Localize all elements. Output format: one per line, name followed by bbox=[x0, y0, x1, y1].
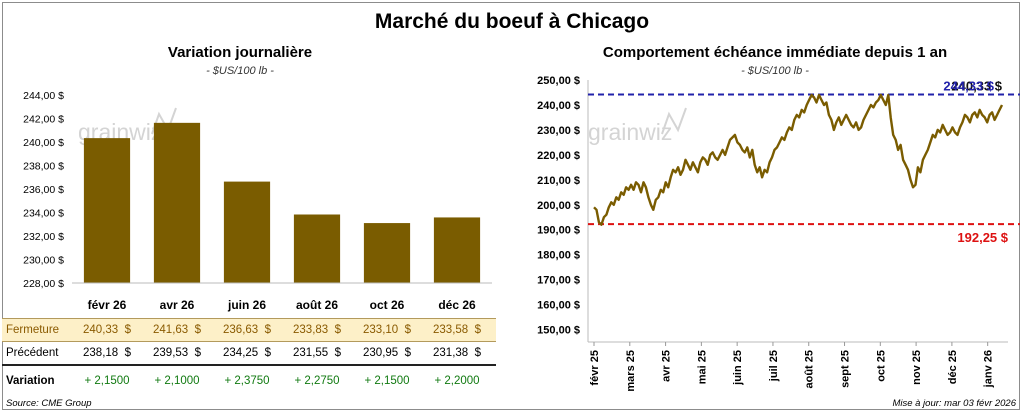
y-tick-label: 220,00 $ bbox=[537, 150, 580, 162]
x-tick-label: mai 25 bbox=[696, 350, 708, 384]
watermark-text: grainwiz bbox=[588, 119, 672, 145]
line-chart-subtitle: - $US/100 lb - bbox=[741, 65, 809, 77]
x-tick-label: déc 25 bbox=[947, 350, 959, 384]
y-tick-label: 230,00 $ bbox=[23, 255, 64, 267]
y-tick-label: 190,00 $ bbox=[537, 225, 580, 237]
row-label-variation: Variation bbox=[6, 375, 55, 387]
x-category-label: déc 26 bbox=[438, 298, 476, 312]
row-label-close: Fermeture bbox=[6, 324, 60, 336]
table-cell: 240,33 $ bbox=[83, 324, 131, 336]
y-tick-label: 244,00 $ bbox=[23, 90, 64, 102]
row-label-previous: Précédent bbox=[6, 347, 59, 359]
table-cell: 231,55 $ bbox=[293, 347, 341, 359]
y-tick-label: 150,00 $ bbox=[537, 325, 580, 337]
table-cell: + 2,1000 bbox=[154, 375, 200, 387]
x-tick-label: oct 25 bbox=[875, 350, 887, 382]
series-line bbox=[593, 93, 1004, 226]
watermark-logo: grainwiz bbox=[588, 107, 687, 145]
y-tick-label: 240,00 $ bbox=[537, 100, 580, 112]
y-tick-label: 236,00 $ bbox=[23, 184, 64, 196]
page-title: Marché du boeuf à Chicago bbox=[374, 10, 650, 33]
y-tick-label: 242,00 $ bbox=[23, 114, 64, 126]
y-tick-label: 232,00 $ bbox=[23, 231, 64, 243]
y-tick-label: 238,00 $ bbox=[23, 161, 64, 173]
table-cell: 236,63 $ bbox=[223, 324, 271, 336]
table-cell: + 2,1500 bbox=[364, 375, 410, 387]
bar-0 bbox=[83, 138, 131, 283]
x-category-label: oct 26 bbox=[370, 298, 405, 312]
y-tick-label: 230,00 $ bbox=[537, 125, 580, 137]
bar-chart-title: Variation journalière bbox=[167, 44, 313, 61]
x-tick-label: août 25 bbox=[804, 350, 816, 389]
y-tick-label: 240,00 $ bbox=[23, 137, 64, 149]
x-category-label: févr 26 bbox=[88, 298, 127, 312]
table-cell: 230,95 $ bbox=[363, 347, 411, 359]
update-note: Mise à jour: mar 03 févr 2026 bbox=[892, 398, 1016, 409]
x-tick-label: sept 25 bbox=[840, 350, 852, 388]
table-row-previous: Précédent 238,18 $ 239,53 $ 234,25 $ 231,55… bbox=[2, 342, 496, 366]
table-cell: 241,63 $ bbox=[153, 324, 201, 336]
x-category-label: août 26 bbox=[296, 298, 338, 312]
table-cell: 239,53 $ bbox=[153, 347, 201, 359]
low-value-label: 192,25 $ bbox=[957, 230, 1008, 245]
bar-2 bbox=[223, 181, 271, 283]
table-cell: 231,38 $ bbox=[433, 347, 481, 359]
table-cell: + 2,3750 bbox=[224, 375, 270, 387]
table-cell: 233,10 $ bbox=[363, 324, 411, 336]
x-tick-label: janv 26 bbox=[983, 350, 995, 388]
table-cell: 233,83 $ bbox=[293, 324, 341, 336]
y-tick-label: 228,00 $ bbox=[23, 278, 64, 290]
current-value-label: 240,33 $ bbox=[951, 78, 1002, 93]
x-tick-label: avr 25 bbox=[661, 350, 673, 382]
x-tick-label: juil 25 bbox=[768, 350, 780, 382]
x-tick-label: juin 25 bbox=[732, 350, 744, 386]
table-row-close: Fermeture 240,33 $ 241,63 $ 236,63 $ 233,83… bbox=[2, 318, 496, 342]
bar-5 bbox=[433, 217, 481, 283]
x-tick-label: mars 25 bbox=[625, 350, 637, 392]
bar-3 bbox=[293, 214, 341, 283]
chart-frame bbox=[2, 2, 1020, 410]
y-tick-label: 250,00 $ bbox=[537, 75, 580, 87]
table-cell: + 2,1500 bbox=[84, 375, 130, 387]
bar-4 bbox=[363, 223, 411, 283]
source-note: Source: CME Group bbox=[6, 398, 92, 409]
watermark-chart-icon bbox=[661, 107, 687, 135]
y-tick-label: 160,00 $ bbox=[537, 300, 580, 312]
x-category-label: avr 26 bbox=[160, 298, 195, 312]
table-cell: + 2,2750 bbox=[294, 375, 340, 387]
y-tick-label: 234,00 $ bbox=[23, 208, 64, 220]
high-value-label: 244,33 $ bbox=[943, 78, 994, 93]
line-chart: grainwiz 150,00 $ 160,00 $ 170,00 $ 180,00 $… bbox=[537, 75, 1020, 392]
table-cell: + 2,2000 bbox=[434, 375, 480, 387]
table-row-variation: Variation + 2,1500 + 2,1000 + 2,3750 + 2,27… bbox=[2, 370, 496, 392]
y-tick-label: 170,00 $ bbox=[537, 275, 580, 287]
x-tick-label: nov 25 bbox=[911, 350, 923, 385]
bar-1 bbox=[153, 122, 201, 283]
y-tick-label: 180,00 $ bbox=[537, 250, 580, 262]
x-category-label: juin 26 bbox=[227, 298, 266, 312]
y-tick-label: 210,00 $ bbox=[537, 175, 580, 187]
table-cell: 233,58 $ bbox=[433, 324, 481, 336]
x-tick-label: févr 25 bbox=[589, 350, 601, 385]
table-cell: 234,25 $ bbox=[223, 347, 271, 359]
y-tick-label: 200,00 $ bbox=[537, 200, 580, 212]
line-chart-title: Comportement échéance immédiate depuis 1… bbox=[602, 44, 948, 61]
bar-chart-subtitle: - $US/100 lb - bbox=[206, 65, 274, 77]
table-cell: 238,18 $ bbox=[83, 347, 131, 359]
